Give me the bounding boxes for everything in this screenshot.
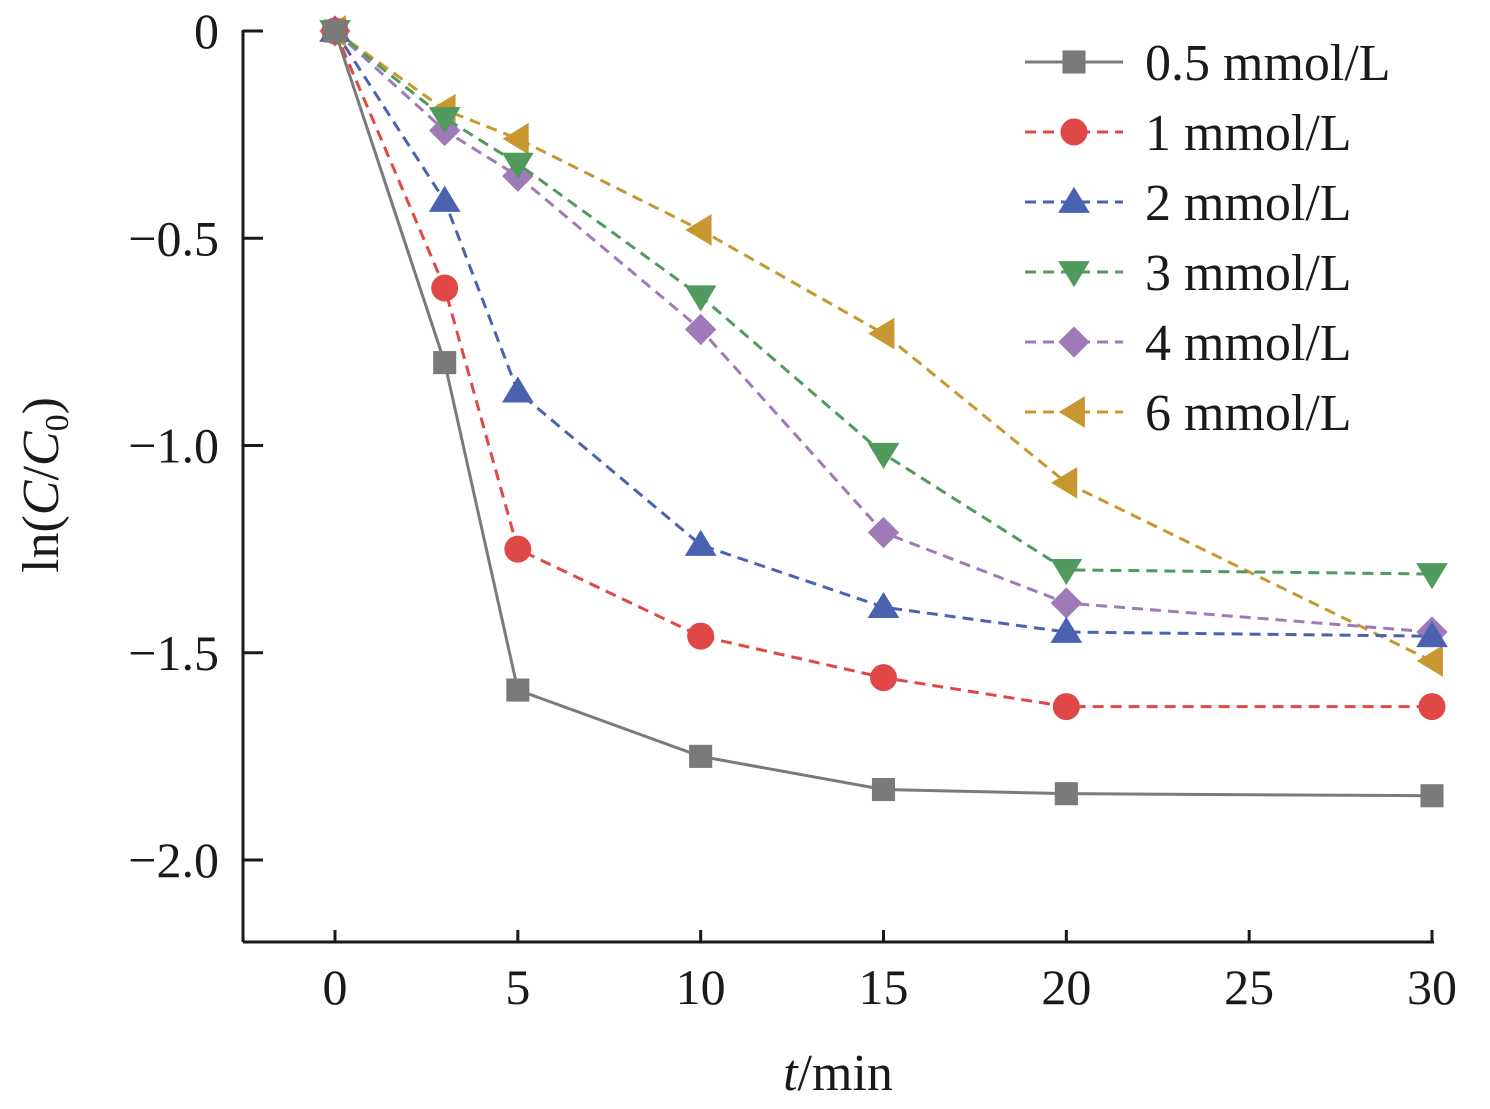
x-tick-label: 0 [323,959,348,1015]
legend-item: 6 mmol/L [1025,385,1352,442]
data-point [502,122,529,155]
legend-item: 3 mmol/L [1025,245,1352,302]
x-tick-label: 30 [1407,959,1457,1015]
data-point [1050,587,1082,619]
data-point [867,591,900,619]
legend-marker [1060,118,1088,146]
data-point [867,516,900,549]
data-point [1416,645,1443,677]
legend-label: 1 mmol/L [1145,105,1352,162]
data-point [870,664,897,692]
legend-marker [1058,261,1090,288]
y-axis-title-sub: 0 [39,414,76,431]
y-axis-title-slash: / [13,466,70,481]
data-point [689,744,713,768]
data-point [1418,693,1446,721]
data-point [867,442,900,470]
legend-label: 0.5 mmol/L [1145,35,1391,92]
data-point [501,376,534,403]
data-point [1416,620,1448,648]
data-point [506,678,530,702]
y-tick-label: 0 [194,3,219,59]
x-axis-title-var: t [783,1045,799,1102]
data-point [428,107,461,134]
y-tick-label: −1.0 [128,418,219,474]
legend-marker [1058,396,1085,428]
legend-label: 2 mmol/L [1145,175,1352,232]
data-point [501,152,534,179]
data-point [684,285,717,312]
data-point [431,274,459,302]
y-tick-label: −1.5 [128,625,219,681]
data-point [685,214,712,246]
x-axis-title-unit: /min [798,1045,893,1102]
y-tick-label: −2.0 [128,832,219,888]
data-point [1054,782,1078,806]
data-point [1420,784,1444,808]
series-1 [321,17,1446,721]
y-axis-title: ln(C/C0) [13,397,76,573]
data-point [1050,558,1083,586]
series-layer [319,15,1448,808]
y-axis-title-c0: C [13,430,70,466]
legend-label: 4 mmol/L [1145,315,1352,372]
y-axis-title-prefix: ln( [13,515,70,573]
data-point [428,185,461,212]
data-point [685,313,717,346]
y-axis-title-c: C [13,479,70,515]
legend-item: 1 mmol/L [1025,105,1352,162]
legend-marker [1058,326,1090,358]
data-point [684,529,717,556]
x-tick-label: 20 [1041,959,1091,1015]
y-tick-label: −0.5 [128,210,219,266]
legend-item: 0.5 mmol/L [1025,35,1391,92]
legend-marker [1058,186,1090,213]
legend-item: 4 mmol/L [1025,315,1352,372]
data-point [1051,466,1078,499]
legend-label: 3 mmol/L [1145,245,1352,302]
series-0 [323,19,1444,808]
data-point [1052,693,1080,721]
axes [241,30,1434,944]
y-axis-title-suffix: ) [13,397,70,414]
x-tick-label: 15 [859,959,909,1015]
data-point [323,19,347,43]
data-point [871,777,896,802]
legend-marker [1062,50,1086,74]
data-point [687,622,715,650]
x-tick-label: 5 [505,959,530,1015]
data-point [1050,616,1083,643]
legend-item: 2 mmol/L [1025,175,1352,232]
legend-label: 6 mmol/L [1145,385,1352,442]
legend: 0.5 mmol/L 1 mmol/L 2 mmol/L 3 mmol/L 4 mmol… [1025,35,1391,442]
x-tick-label: 25 [1224,959,1274,1015]
x-axis-title: t/min [783,1045,893,1102]
data-point [868,317,895,350]
data-point [433,351,457,375]
ticks: 0 5 10 15 20 25 30 0 −0.5 −1.0 −1.5 −2.0 [128,3,1457,1015]
data-point [1416,563,1448,590]
x-tick-label: 10 [676,959,726,1015]
data-point [504,535,532,563]
